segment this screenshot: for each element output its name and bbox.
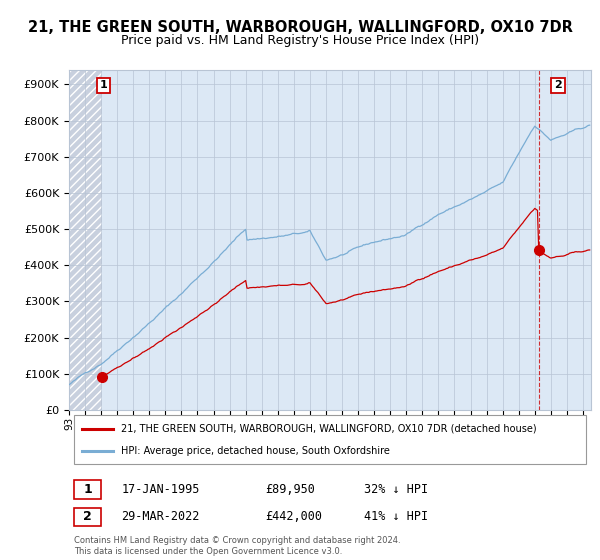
- Text: HPI: Average price, detached house, South Oxfordshire: HPI: Average price, detached house, Sout…: [121, 446, 390, 456]
- Text: 1: 1: [100, 80, 107, 90]
- Text: 2: 2: [554, 80, 562, 90]
- Text: 41% ↓ HPI: 41% ↓ HPI: [364, 510, 428, 523]
- Bar: [74, 507, 101, 526]
- Text: Contains HM Land Registry data © Crown copyright and database right 2024.
This d: Contains HM Land Registry data © Crown c…: [74, 536, 401, 556]
- Text: 32% ↓ HPI: 32% ↓ HPI: [364, 483, 428, 496]
- Text: £89,950: £89,950: [265, 483, 314, 496]
- Text: 1: 1: [83, 483, 92, 496]
- Text: 2: 2: [83, 510, 92, 523]
- Text: 29-MAR-2022: 29-MAR-2022: [121, 510, 200, 523]
- Bar: [74, 416, 586, 464]
- Text: 17-JAN-1995: 17-JAN-1995: [121, 483, 200, 496]
- Text: £442,000: £442,000: [265, 510, 322, 523]
- Bar: [69, 70, 102, 410]
- Text: 21, THE GREEN SOUTH, WARBOROUGH, WALLINGFORD, OX10 7DR: 21, THE GREEN SOUTH, WARBOROUGH, WALLING…: [28, 20, 572, 35]
- Text: 21, THE GREEN SOUTH, WARBOROUGH, WALLINGFORD, OX10 7DR (detached house): 21, THE GREEN SOUTH, WARBOROUGH, WALLING…: [121, 424, 537, 433]
- Text: Price paid vs. HM Land Registry's House Price Index (HPI): Price paid vs. HM Land Registry's House …: [121, 34, 479, 46]
- Bar: [74, 480, 101, 499]
